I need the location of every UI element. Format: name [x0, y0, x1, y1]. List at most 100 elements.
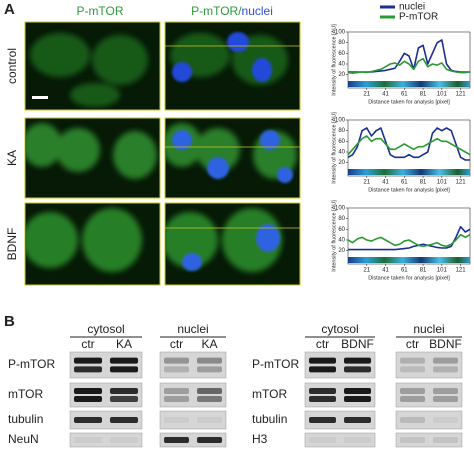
color-strip	[348, 169, 470, 175]
micrograph	[164, 117, 301, 199]
y-tick-label: 80	[338, 128, 345, 134]
blot-band	[110, 396, 138, 402]
blot-band	[164, 437, 189, 443]
micrograph	[24, 117, 161, 199]
x-tick-label: 21	[363, 92, 370, 98]
blot-band	[74, 396, 102, 402]
blot-band	[110, 388, 138, 394]
blot-strip	[159, 351, 227, 379]
x-tick-label: 21	[363, 180, 370, 186]
column-header: P-mTOR/nuclei	[191, 4, 273, 18]
blot-band	[197, 396, 222, 402]
blot-band	[74, 366, 102, 373]
lane-label: ctr	[170, 337, 183, 351]
series-line	[347, 127, 470, 161]
blot-band	[400, 366, 425, 373]
micrograph	[164, 21, 301, 111]
blot-band	[164, 388, 189, 394]
row-label: mTOR	[252, 387, 287, 401]
y-tick-label: 100	[335, 206, 346, 212]
y-tick-label: 60	[338, 139, 345, 145]
blot-band	[344, 366, 371, 373]
row-label: control	[5, 48, 19, 84]
lane-label: KA	[116, 337, 132, 351]
y-tick-label: 40	[338, 150, 345, 156]
blot-band	[309, 357, 336, 364]
y-tick-label: 20	[338, 160, 345, 166]
blot-band	[344, 417, 371, 423]
x-tick-label: 41	[382, 268, 389, 274]
color-strip	[348, 81, 470, 87]
blot-band	[400, 396, 425, 402]
blot-band	[164, 366, 189, 373]
blot-band	[164, 357, 189, 364]
series-line	[348, 225, 471, 251]
x-tick-label: 101	[437, 268, 448, 274]
lane-label: KA	[201, 337, 217, 351]
x-tick-label: 101	[437, 180, 448, 186]
blot-strip	[69, 351, 143, 379]
row-label: mTOR	[8, 387, 43, 401]
blot-band	[110, 366, 138, 373]
blot-band	[74, 437, 102, 443]
row-label: NeuN	[8, 432, 39, 446]
blot-band	[74, 417, 102, 423]
blot-band	[309, 417, 336, 423]
blot-strip	[159, 382, 227, 408]
blot-band	[309, 366, 336, 373]
blot-strip	[395, 382, 463, 408]
group-title: nuclei	[177, 322, 208, 336]
blot-strip	[395, 410, 463, 430]
blot-band	[433, 357, 458, 364]
column-header: P-mTOR	[76, 4, 123, 18]
blot-band	[433, 437, 458, 443]
blot-band	[344, 388, 371, 394]
x-tick-label: 121	[456, 92, 467, 98]
y-tick-label: 80	[338, 40, 345, 46]
group-title: cytosol	[321, 322, 358, 336]
blot-band	[197, 417, 222, 423]
blot-band	[110, 417, 138, 423]
blot-strip	[159, 432, 227, 448]
row-label: P-mTOR	[8, 357, 55, 371]
x-tick-label: 21	[363, 268, 370, 274]
micrograph	[24, 202, 161, 286]
blot-strip	[159, 410, 227, 430]
x-tick-label: 41	[382, 92, 389, 98]
x-axis-label: Distance taken for analysis [pixel]	[368, 99, 450, 105]
y-tick-label: 100	[335, 30, 346, 36]
series-line	[347, 135, 471, 156]
y-axis-label: Intensity of fluorescence [AU]	[331, 112, 337, 184]
blot-strip	[304, 432, 376, 448]
lane-label: BDNF	[429, 337, 462, 351]
plot-frame	[347, 207, 471, 265]
blot-band	[344, 396, 371, 402]
panel-label: A	[4, 1, 15, 18]
x-tick-label: 121	[456, 180, 467, 186]
group-title: nuclei	[413, 322, 444, 336]
blot-strip	[304, 382, 376, 408]
blot-band	[433, 388, 458, 394]
panel-label: B	[4, 313, 15, 330]
micrograph	[24, 21, 161, 111]
y-tick-label: 100	[335, 118, 346, 124]
blot-band	[110, 437, 138, 443]
blot-band	[74, 388, 102, 394]
row-label: tubulin	[8, 412, 43, 426]
lane-label: ctr	[81, 337, 94, 351]
blot-strip	[395, 351, 463, 379]
x-tick-label: 101	[437, 92, 448, 98]
x-tick-label: 61	[401, 180, 408, 186]
blot-band	[197, 437, 222, 443]
blot-strip	[69, 410, 143, 430]
lane-label: ctr	[316, 337, 329, 351]
x-tick-label: 121	[456, 268, 467, 274]
row-label: BDNF	[5, 228, 19, 261]
blot-band	[197, 357, 222, 364]
plot-frame	[347, 31, 471, 89]
blot-band	[309, 396, 336, 402]
row-label: H3	[252, 432, 268, 446]
